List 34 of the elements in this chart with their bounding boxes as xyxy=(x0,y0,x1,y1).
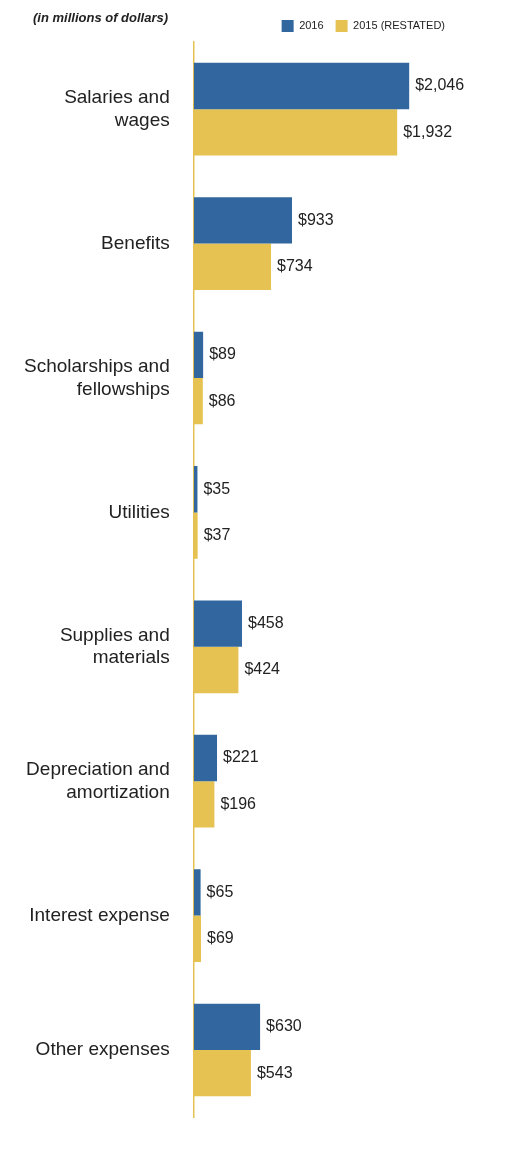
data-label: $196 xyxy=(220,794,257,812)
data-label: $35 xyxy=(203,479,231,497)
y-tick-label: Supplies and materials xyxy=(59,623,170,668)
data-label: $65 xyxy=(206,882,234,900)
bar xyxy=(193,734,218,782)
bar xyxy=(193,600,242,647)
legend-label: 2016 xyxy=(299,19,324,32)
y-tick-label: Utilities xyxy=(108,500,170,522)
data-label: $221 xyxy=(223,748,259,766)
bar xyxy=(193,331,204,378)
bar xyxy=(193,62,410,110)
data-label: $69 xyxy=(207,929,234,947)
data-label: $2,046 xyxy=(415,76,465,94)
data-label: $458 xyxy=(247,614,284,632)
data-label: $37 xyxy=(203,525,231,543)
y-tick-label: Salaries and wages xyxy=(64,86,170,130)
data-label: $424 xyxy=(244,660,281,678)
y-tick-label: Other expenses xyxy=(35,1038,170,1060)
chart-title: (in millions of dollars) xyxy=(33,10,169,25)
y-tick-label: Benefits xyxy=(101,231,170,253)
data-label: $543 xyxy=(256,1063,293,1081)
data-label: $734 xyxy=(277,257,313,275)
data-label: $89 xyxy=(209,345,236,363)
bar xyxy=(193,869,201,916)
y-tick-label: Depreciation and amortization xyxy=(26,758,170,802)
y-tick-label: Interest expense xyxy=(29,903,170,925)
data-label: $1,932 xyxy=(403,122,453,140)
bar xyxy=(193,1003,261,1050)
data-label: $933 xyxy=(298,210,334,228)
data-label: $86 xyxy=(208,391,236,409)
y-tick-label: Scholarships and fellowships xyxy=(23,354,170,399)
data-label: $630 xyxy=(266,1017,302,1035)
legend-label: 2015 (RESTATED) xyxy=(353,19,446,32)
bar xyxy=(193,197,292,244)
